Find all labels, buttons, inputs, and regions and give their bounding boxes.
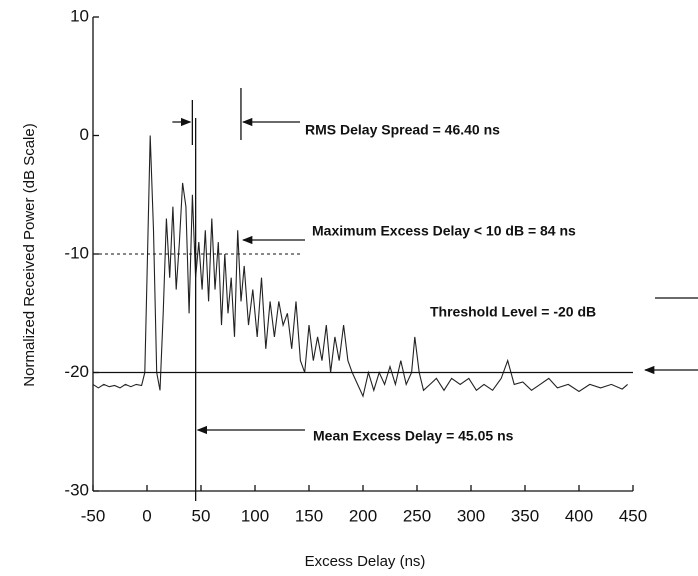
y-tick-label: 0 bbox=[80, 125, 89, 144]
annotation: Maximum Excess Delay < 10 dB = 84 ns bbox=[312, 223, 576, 239]
annotation: RMS Delay Spread = 46.40 ns bbox=[305, 122, 500, 138]
x-tick-label: 400 bbox=[565, 506, 593, 525]
x-tick-label: 0 bbox=[142, 506, 151, 525]
x-axis-title: Excess Delay (ns) bbox=[305, 553, 426, 570]
x-tick-label: 250 bbox=[403, 506, 431, 525]
x-tick-label: 450 bbox=[619, 506, 647, 525]
annotation: Mean Excess Delay = 45.05 ns bbox=[313, 428, 514, 444]
x-tick-label: 150 bbox=[295, 506, 323, 525]
y-tick-label: 10 bbox=[70, 6, 89, 25]
y-tick-label: -20 bbox=[64, 362, 89, 381]
y-tick-label: -30 bbox=[64, 480, 89, 499]
x-tick-label: 300 bbox=[457, 506, 485, 525]
x-tick-label: 200 bbox=[349, 506, 377, 525]
annotation: Threshold Level = -20 dB bbox=[430, 304, 596, 320]
x-tick-label: 100 bbox=[241, 506, 269, 525]
y-axis-title: Normalized Received Power (dB Scale) bbox=[21, 123, 38, 386]
x-tick-label: 350 bbox=[511, 506, 539, 525]
x-tick-label: 50 bbox=[192, 506, 211, 525]
data-line bbox=[92, 135, 628, 398]
y-tick-label: -10 bbox=[64, 243, 89, 262]
x-tick-label: -50 bbox=[81, 506, 106, 525]
